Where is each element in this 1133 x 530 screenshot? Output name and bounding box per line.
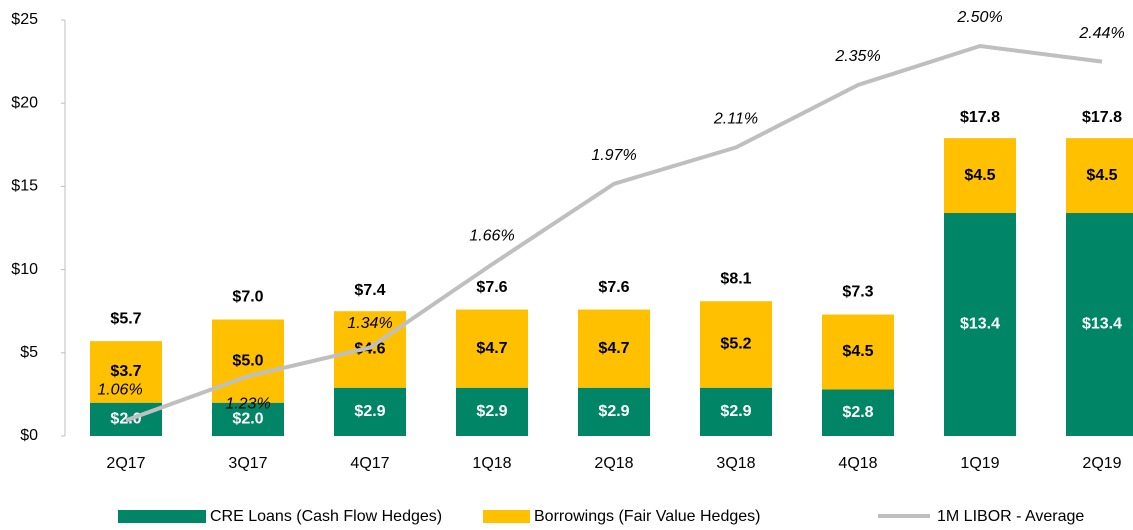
bar-segment: [822, 314, 894, 390]
total-label: $17.8: [960, 109, 1000, 126]
bar-segment: [456, 309, 528, 388]
x-tick-label: 2Q18: [594, 455, 633, 472]
line-value-label: 2.44%: [1078, 25, 1124, 42]
y-tick-label: $20: [11, 94, 38, 111]
bar-value-label: $4.7: [476, 340, 507, 357]
legend-label: 1M LIBOR - Average: [937, 508, 1084, 525]
bar-value-label: $2.0: [232, 411, 263, 428]
total-label: $7.4: [354, 282, 385, 299]
total-label: $7.6: [598, 279, 629, 296]
bar-segment: [700, 301, 772, 388]
line-value-label: 2.11%: [713, 111, 758, 128]
bar-segment: [578, 387, 650, 436]
legend-label: Borrowings (Fair Value Hedges): [534, 508, 760, 525]
total-label: $7.3: [842, 284, 873, 301]
line-value-label: 1.23%: [225, 395, 270, 412]
bar-value-label: $2.9: [354, 403, 385, 420]
bar-value-label: $5.0: [232, 352, 263, 369]
total-label: $17.8: [1082, 109, 1122, 126]
bar-value-label: $13.4: [1082, 316, 1122, 333]
bar-segment: [1066, 213, 1133, 436]
legend-swatch: [118, 510, 206, 523]
bar-value-label: $4.5: [842, 343, 873, 360]
total-label: $7.6: [476, 279, 507, 296]
bar-segment: [1066, 138, 1133, 214]
y-tick-label: $5: [20, 344, 38, 361]
bar-value-label: $4.5: [1086, 167, 1117, 184]
x-tick-label: 2Q19: [1082, 455, 1121, 472]
bar-segment: [456, 387, 528, 436]
y-tick-label: $10: [11, 261, 38, 278]
y-tick-label: $25: [11, 11, 38, 28]
bar-segment: [822, 389, 894, 436]
bar-segment: [212, 402, 284, 436]
bar-value-label: $4.5: [964, 167, 995, 184]
line-value-label: 2.35%: [834, 48, 880, 65]
bar-value-label: $2.9: [476, 403, 507, 420]
bar-segment: [944, 213, 1016, 436]
bar-value-label: $13.4: [960, 316, 1000, 333]
line-value-label: 1.97%: [591, 147, 636, 164]
bar-segment: [212, 319, 284, 403]
x-tick-label: 2Q17: [106, 455, 145, 472]
total-label: $5.7: [110, 310, 141, 327]
line: [125, 43, 1103, 423]
bar-value-label: $5.2: [720, 336, 751, 353]
total-label: $7.0: [232, 289, 263, 306]
y-tick-label: $15: [11, 178, 38, 195]
legend-swatch: [483, 510, 530, 523]
bar-segment: [700, 387, 772, 436]
x-tick-label: 4Q18: [838, 455, 877, 472]
legend-label: CRE Loans (Cash Flow Hedges): [210, 508, 442, 525]
x-tick-label: 3Q17: [228, 455, 267, 472]
bar-value-label: $2.8: [842, 404, 873, 421]
line-value-label: 1.34%: [347, 315, 392, 332]
y-tick-label: $0: [20, 427, 38, 444]
bar-segment: [944, 138, 1016, 214]
x-tick-label: 4Q17: [350, 455, 389, 472]
bar-value-label: $2.9: [598, 403, 629, 420]
bar-segment: [334, 387, 406, 436]
bar-value-label: $4.7: [598, 340, 629, 357]
total-label: $8.1: [720, 270, 751, 287]
bar-segment: [578, 309, 650, 388]
bar-value-label: $3.7: [110, 363, 141, 380]
bar-segment: [90, 341, 162, 403]
line-value-label: 1.66%: [469, 228, 514, 245]
x-tick-label: 1Q19: [960, 455, 999, 472]
x-tick-label: 1Q18: [472, 455, 511, 472]
line-value-label: 1.06%: [97, 382, 142, 399]
line-value-label: 2.50%: [956, 9, 1002, 26]
x-tick-label: 3Q18: [716, 455, 755, 472]
bar-value-label: $2.9: [720, 403, 751, 420]
